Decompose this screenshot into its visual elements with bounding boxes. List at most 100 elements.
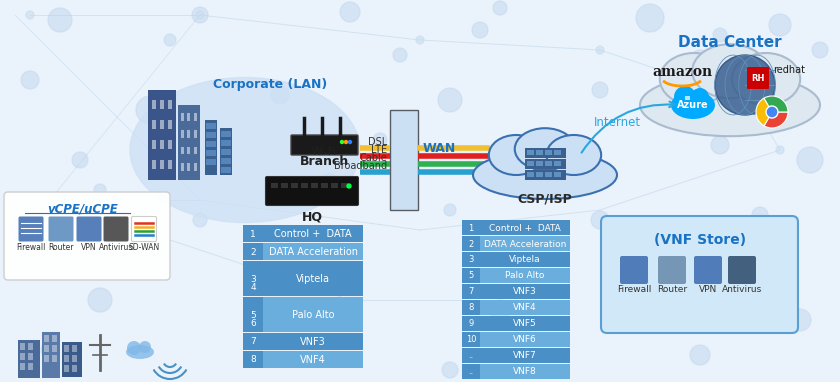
- FancyBboxPatch shape: [243, 261, 263, 296]
- FancyBboxPatch shape: [221, 167, 231, 173]
- FancyBboxPatch shape: [462, 236, 480, 251]
- Circle shape: [472, 22, 488, 38]
- FancyBboxPatch shape: [194, 113, 197, 121]
- Text: 4: 4: [250, 283, 256, 293]
- FancyBboxPatch shape: [536, 161, 543, 166]
- Text: VPN: VPN: [699, 285, 717, 294]
- FancyBboxPatch shape: [524, 159, 565, 168]
- Text: 3: 3: [469, 256, 474, 264]
- FancyBboxPatch shape: [263, 243, 363, 260]
- Text: 2: 2: [469, 240, 474, 249]
- FancyBboxPatch shape: [49, 217, 74, 241]
- FancyBboxPatch shape: [554, 172, 561, 177]
- FancyBboxPatch shape: [42, 332, 60, 378]
- FancyBboxPatch shape: [206, 123, 216, 129]
- Text: 2: 2: [250, 248, 256, 256]
- FancyBboxPatch shape: [152, 160, 155, 169]
- FancyBboxPatch shape: [64, 365, 69, 372]
- Text: Antivirus: Antivirus: [99, 243, 134, 252]
- Circle shape: [193, 213, 207, 227]
- FancyBboxPatch shape: [462, 316, 480, 331]
- FancyBboxPatch shape: [181, 113, 184, 121]
- Text: Viptela: Viptela: [296, 274, 330, 284]
- Circle shape: [746, 96, 754, 104]
- Text: 8: 8: [469, 304, 474, 312]
- FancyBboxPatch shape: [480, 220, 570, 235]
- FancyBboxPatch shape: [44, 345, 49, 352]
- Circle shape: [438, 88, 462, 112]
- FancyBboxPatch shape: [291, 135, 358, 155]
- Text: Cable: Cable: [360, 153, 387, 163]
- FancyBboxPatch shape: [152, 140, 155, 149]
- Circle shape: [740, 90, 760, 110]
- FancyBboxPatch shape: [311, 183, 318, 188]
- FancyBboxPatch shape: [220, 128, 232, 175]
- Circle shape: [674, 86, 696, 108]
- Text: RH: RH: [751, 73, 764, 83]
- Circle shape: [752, 207, 768, 223]
- FancyBboxPatch shape: [747, 67, 769, 89]
- Circle shape: [340, 141, 344, 144]
- FancyBboxPatch shape: [72, 365, 77, 372]
- FancyBboxPatch shape: [168, 120, 171, 129]
- Circle shape: [591, 211, 609, 229]
- FancyBboxPatch shape: [480, 364, 570, 379]
- FancyBboxPatch shape: [728, 256, 756, 284]
- Circle shape: [691, 88, 709, 106]
- FancyBboxPatch shape: [28, 343, 33, 350]
- FancyBboxPatch shape: [263, 351, 363, 368]
- FancyBboxPatch shape: [263, 261, 363, 296]
- FancyBboxPatch shape: [390, 110, 418, 210]
- FancyBboxPatch shape: [281, 183, 288, 188]
- FancyBboxPatch shape: [545, 150, 552, 155]
- FancyBboxPatch shape: [168, 100, 171, 109]
- Circle shape: [592, 82, 608, 98]
- Text: Palo Alto: Palo Alto: [506, 272, 544, 280]
- Circle shape: [344, 141, 348, 144]
- Text: Firewall: Firewall: [16, 243, 45, 252]
- FancyBboxPatch shape: [527, 172, 534, 177]
- FancyBboxPatch shape: [243, 243, 263, 260]
- Text: 10: 10: [465, 335, 476, 345]
- Text: VNF3: VNF3: [300, 337, 326, 347]
- FancyBboxPatch shape: [462, 364, 480, 379]
- FancyBboxPatch shape: [187, 113, 190, 121]
- Text: Corporate (LAN): Corporate (LAN): [213, 78, 327, 91]
- Circle shape: [769, 14, 791, 36]
- FancyBboxPatch shape: [64, 355, 69, 362]
- FancyBboxPatch shape: [18, 217, 44, 241]
- FancyBboxPatch shape: [187, 130, 190, 138]
- Circle shape: [596, 46, 604, 54]
- FancyBboxPatch shape: [685, 96, 690, 100]
- FancyBboxPatch shape: [321, 183, 328, 188]
- Text: Azure: Azure: [677, 100, 709, 110]
- FancyBboxPatch shape: [181, 163, 184, 171]
- Circle shape: [136, 96, 164, 124]
- FancyBboxPatch shape: [44, 355, 49, 362]
- FancyBboxPatch shape: [44, 335, 49, 342]
- Circle shape: [442, 362, 458, 378]
- FancyBboxPatch shape: [152, 120, 155, 129]
- Circle shape: [493, 1, 507, 15]
- Circle shape: [416, 36, 424, 44]
- FancyBboxPatch shape: [206, 132, 216, 138]
- FancyBboxPatch shape: [658, 256, 686, 284]
- Circle shape: [292, 312, 308, 328]
- FancyBboxPatch shape: [265, 176, 359, 206]
- Circle shape: [715, 55, 775, 115]
- Text: WAN: WAN: [423, 142, 456, 155]
- Circle shape: [41, 341, 59, 359]
- FancyBboxPatch shape: [620, 256, 648, 284]
- Text: 8: 8: [250, 356, 256, 364]
- Text: VNF4: VNF4: [513, 304, 537, 312]
- Text: SD-WAN: SD-WAN: [129, 243, 160, 252]
- FancyBboxPatch shape: [194, 130, 197, 138]
- Circle shape: [340, 2, 360, 22]
- Circle shape: [88, 288, 112, 312]
- Text: DATA Acceleration: DATA Acceleration: [269, 247, 358, 257]
- Circle shape: [393, 48, 407, 62]
- FancyBboxPatch shape: [148, 90, 176, 180]
- Text: Router: Router: [48, 243, 74, 252]
- Text: VNF8: VNF8: [513, 367, 537, 377]
- Text: Internet: Internet: [593, 115, 641, 128]
